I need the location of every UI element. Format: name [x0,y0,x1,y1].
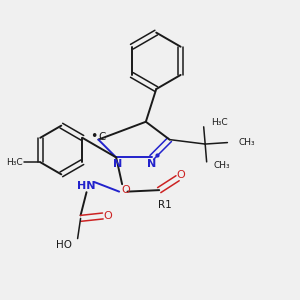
Text: H₃C: H₃C [211,118,228,127]
Text: •: • [90,130,97,142]
Text: H₃C: H₃C [6,158,22,167]
Text: HO: HO [56,240,72,250]
Text: C: C [98,132,106,142]
Text: O: O [103,211,112,221]
Text: HN: HN [77,181,96,191]
Text: R1: R1 [158,200,172,210]
Text: N: N [147,159,156,169]
Text: O: O [121,184,130,194]
Text: O: O [176,170,185,180]
Text: N: N [113,159,122,169]
Text: CH₃: CH₃ [239,138,255,147]
Text: CH₃: CH₃ [213,161,230,170]
